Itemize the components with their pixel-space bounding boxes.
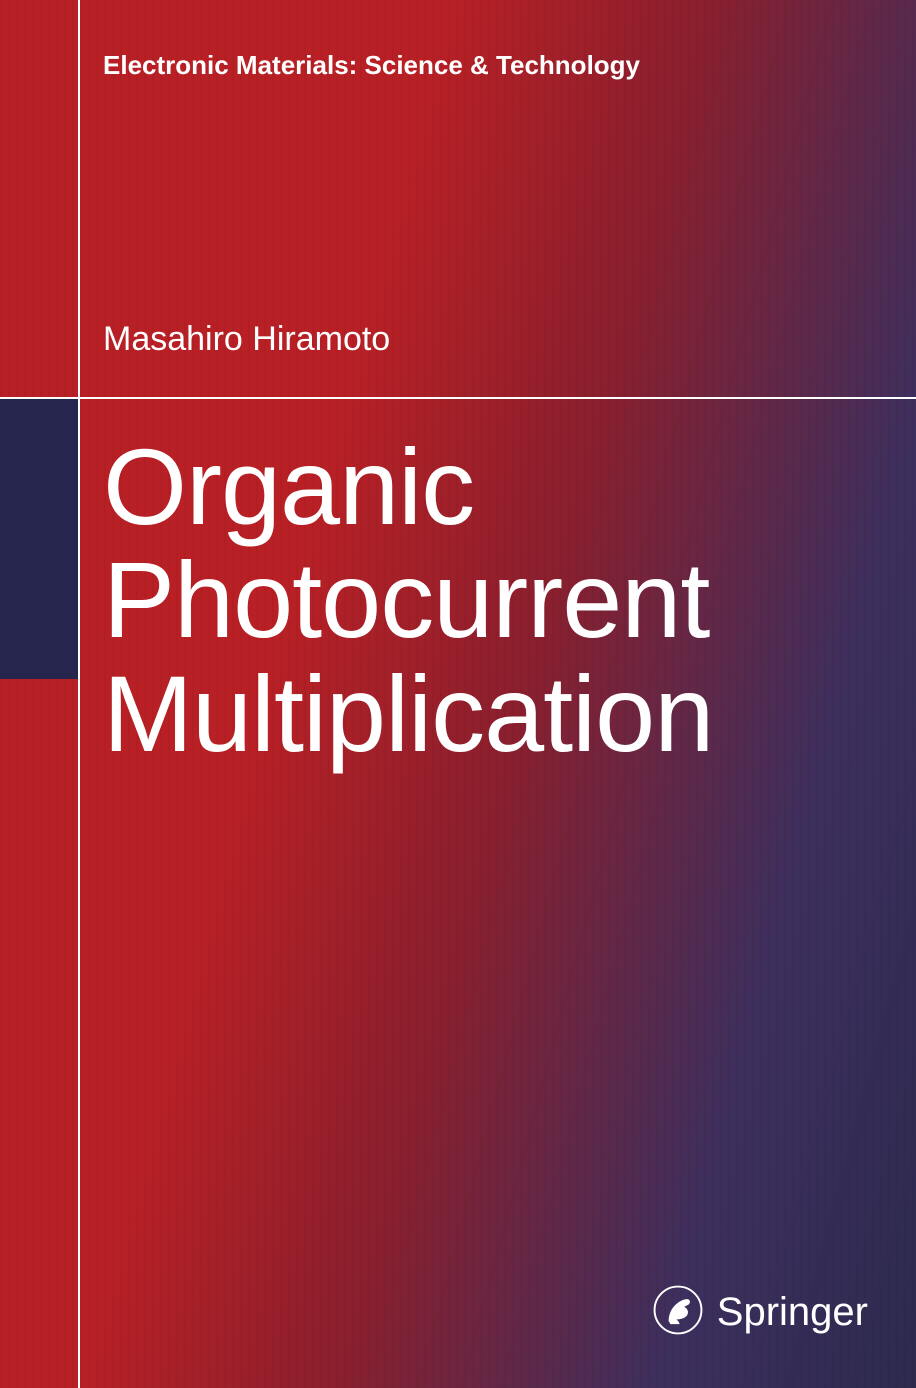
- horizontal-divider: [0, 397, 916, 399]
- series-title: Electronic Materials: Science & Technolo…: [103, 50, 640, 81]
- title-line-3: Multiplication: [103, 657, 713, 770]
- springer-horse-icon: [653, 1285, 703, 1340]
- author-name: Masahiro Hiramoto: [103, 320, 390, 359]
- left-accent-block: [0, 399, 78, 679]
- book-title: Organic Photocurrent Multiplication: [103, 430, 713, 770]
- publisher-block: Springer: [653, 1285, 868, 1340]
- book-cover: Electronic Materials: Science & Technolo…: [0, 0, 916, 1388]
- title-line-1: Organic: [103, 430, 713, 543]
- title-line-2: Photocurrent: [103, 543, 713, 656]
- publisher-name: Springer: [717, 1290, 868, 1335]
- vertical-divider: [78, 0, 80, 1388]
